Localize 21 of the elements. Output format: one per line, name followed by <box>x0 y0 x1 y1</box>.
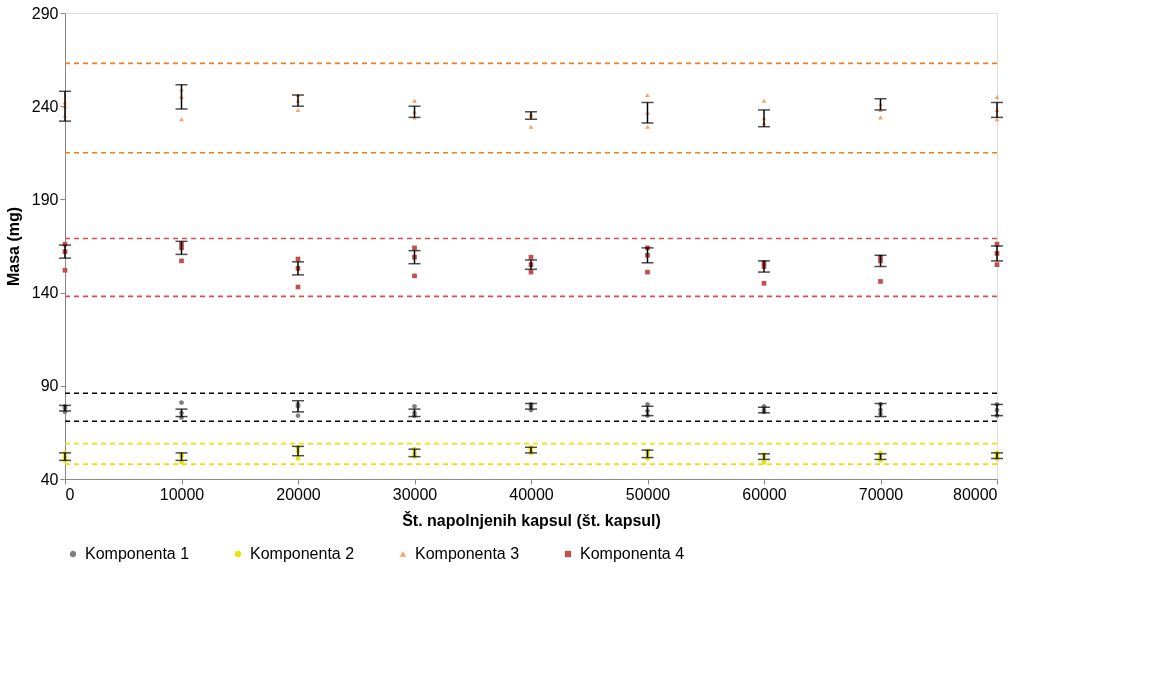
x-tick-label: 30000 <box>392 485 438 503</box>
x-tick-label: 0 <box>65 485 75 503</box>
x-tick-label: 20000 <box>276 485 321 503</box>
legend-label: Komponenta 1 <box>85 545 190 562</box>
legend-label: Komponenta 2 <box>250 545 355 562</box>
y-tick-label: 90 <box>40 377 59 395</box>
x-axis-title: Št. napolnjenih kapsul (št. kapsul) <box>402 510 661 529</box>
x-tick-label: 40000 <box>509 485 554 503</box>
y-tick-label: 190 <box>31 190 59 208</box>
y-tick-label: 40 <box>40 470 59 488</box>
legend-label: Komponenta 3 <box>415 545 520 562</box>
x-tick-label: 50000 <box>625 485 671 503</box>
x-tick-label: 60000 <box>742 485 787 503</box>
legend-label: Komponenta 4 <box>580 545 685 562</box>
y-tick-label: 290 <box>31 4 59 22</box>
x-tick-label: 80000 <box>953 485 998 503</box>
y-axis-title: Masa (mg) <box>4 206 22 287</box>
x-tick-label: 10000 <box>159 485 205 503</box>
y-tick-label: 240 <box>31 97 59 115</box>
y-tick-label: 140 <box>31 284 59 302</box>
x-tick-label: 70000 <box>858 485 904 503</box>
